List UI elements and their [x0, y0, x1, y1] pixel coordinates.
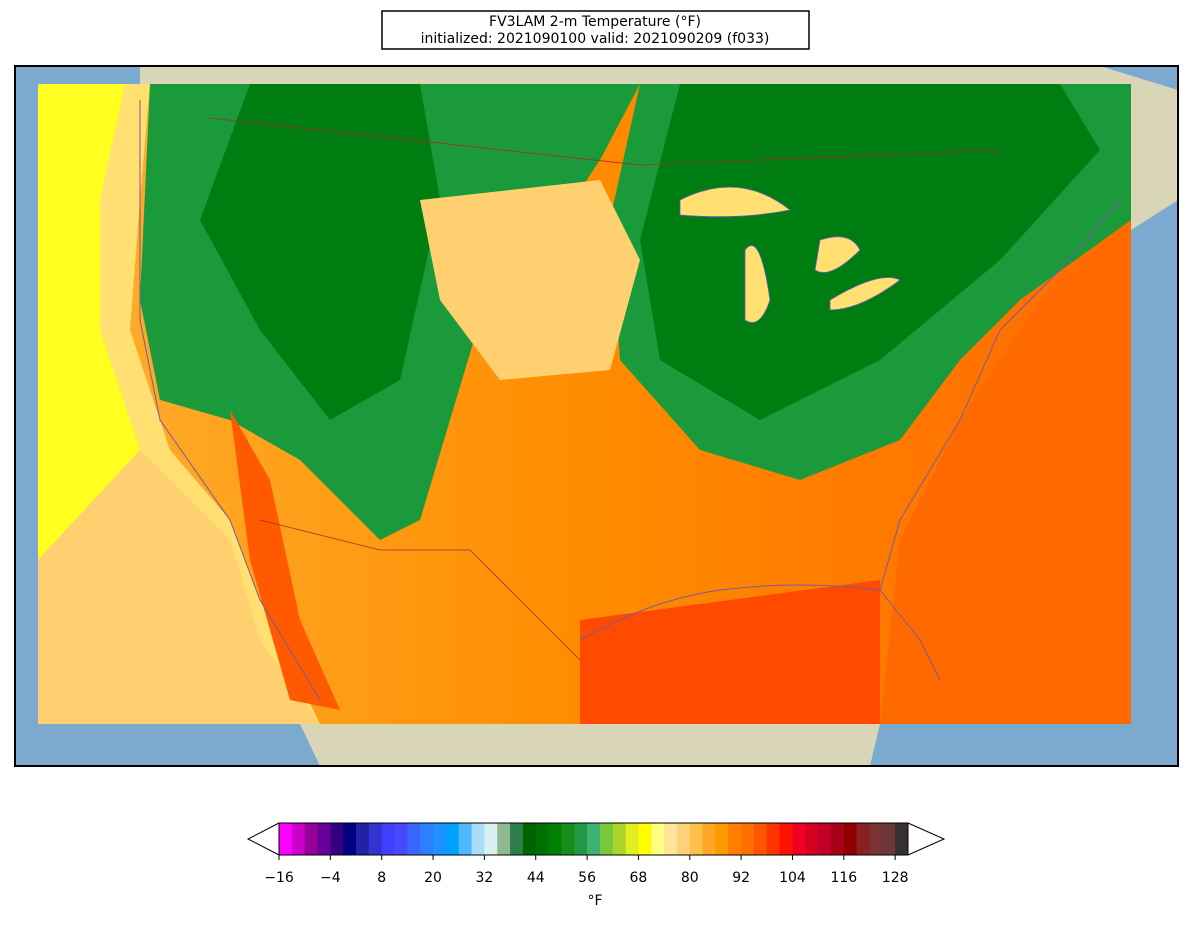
colorbar-segment [664, 823, 678, 855]
colorbar-segment [445, 823, 460, 855]
colorbar-segment [753, 823, 768, 855]
colorbar-segment [612, 823, 627, 855]
title-line: FV3LAM 2-m Temperature (°F) [489, 14, 701, 30]
colorbar-segment [317, 823, 331, 855]
colorbar-label: °F [587, 893, 602, 909]
colorbar-outline [278, 822, 909, 856]
colorbar-segment [689, 823, 704, 855]
cool-east [640, 84, 1100, 420]
tick-label: 32 [475, 870, 493, 886]
title-box [381, 10, 810, 50]
tick-label: 8 [377, 870, 386, 886]
colorbar-segment [843, 823, 858, 855]
colorbar-segment [279, 823, 293, 855]
border [209, 117, 1001, 661]
colorbar-segment [830, 823, 845, 855]
title-line: initialized: 2021090100 valid: 202109020… [421, 31, 770, 47]
tick-label: 20 [424, 870, 442, 886]
colorbar-segment [548, 823, 562, 855]
colorbar-segment [766, 823, 781, 855]
tick-label: 80 [681, 870, 699, 886]
colorbar-segment [728, 823, 742, 855]
colorbar-segment [715, 823, 729, 855]
colorbar-segment [522, 823, 537, 855]
desert-field [230, 410, 340, 710]
colorbar-segment [356, 823, 370, 855]
pacific-field [38, 84, 140, 560]
colorbar-segment [574, 823, 588, 855]
colorbar-segment [792, 823, 806, 855]
map [14, 65, 1179, 767]
colorbar-segment [882, 823, 896, 855]
extend-arrow [246, 822, 280, 856]
colorbar-segment [651, 823, 665, 855]
colorbar-segment [818, 823, 832, 855]
colorbar-segment [638, 823, 652, 855]
colorbar-segment [407, 823, 421, 855]
gulf-field [580, 580, 880, 724]
colorbar-segment [330, 823, 344, 855]
colorbar-segment [535, 823, 550, 855]
coastline [139, 100, 1121, 701]
colorbar-segment [394, 823, 408, 855]
colorbar-segment [381, 823, 396, 855]
tick-label: −4 [320, 870, 341, 886]
pacific-field [38, 450, 320, 724]
colorbar-segment [458, 823, 473, 855]
atlantic-field [880, 220, 1131, 724]
colorbar-segment [368, 823, 383, 855]
cool-west [200, 84, 440, 420]
colorbar-segment [856, 823, 870, 855]
tick-label: 128 [882, 870, 909, 886]
colorbar-segment [304, 823, 319, 855]
colorbar-segment [779, 823, 793, 855]
colorbar-segment [625, 823, 639, 855]
colorbar-segment [561, 823, 575, 855]
tick-label: 56 [578, 870, 596, 886]
tick-label: 116 [830, 870, 857, 886]
tick-label: 92 [732, 870, 750, 886]
colorbar-segment [805, 823, 819, 855]
colorbar-segment [869, 823, 883, 855]
tick-label: −16 [264, 870, 294, 886]
colorbar-segment [343, 823, 357, 855]
colorbar-segment [741, 823, 755, 855]
colorbar-segment [433, 823, 447, 855]
great-lakes [679, 186, 901, 323]
colorbar-segment [676, 823, 691, 855]
colorbar: −16 −4 8 20 32 44 56 68 80 92 104 116 128 °F [246, 822, 946, 909]
colorbar-segment [497, 823, 511, 855]
map-frame [14, 65, 1179, 767]
colorbar-segment [702, 823, 716, 855]
colorbar-segment [895, 823, 909, 855]
colorbar-segment [471, 823, 485, 855]
extend-arrow [907, 822, 946, 856]
plains-field [420, 180, 640, 380]
tick-label: 104 [779, 870, 806, 886]
colorbar-segment [510, 823, 524, 855]
colorbar-segment [420, 823, 434, 855]
tick-label: 44 [527, 870, 545, 886]
colorbar-segment [484, 823, 498, 855]
tick-label: 68 [630, 870, 648, 886]
colorbar-segment [599, 823, 614, 855]
colorbar-segment [291, 823, 306, 855]
colorbar-segment [587, 823, 601, 855]
